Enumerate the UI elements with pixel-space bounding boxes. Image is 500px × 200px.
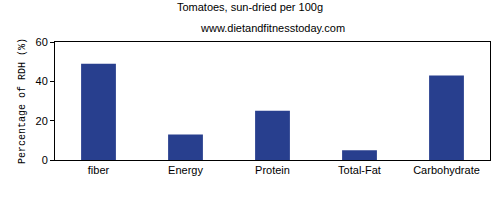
svg-text:fiber: fiber [88,164,110,176]
svg-text:60: 60 [36,36,48,48]
svg-text:0: 0 [42,154,48,166]
svg-text:Protein: Protein [255,164,290,176]
svg-text:Tomatoes, sun-dried per 100g: Tomatoes, sun-dried per 100g [177,1,323,13]
svg-text:Energy: Energy [168,164,203,176]
svg-text:20: 20 [36,115,48,127]
svg-text:Total-Fat: Total-Fat [338,164,381,176]
svg-text:www.dietandfitnesstoday.com: www.dietandfitnesstoday.com [200,22,345,34]
svg-text:Carbohydrate: Carbohydrate [413,164,480,176]
svg-text:40: 40 [36,75,48,87]
svg-text:Percentage of RDH (%): Percentage of RDH (%) [17,38,28,164]
